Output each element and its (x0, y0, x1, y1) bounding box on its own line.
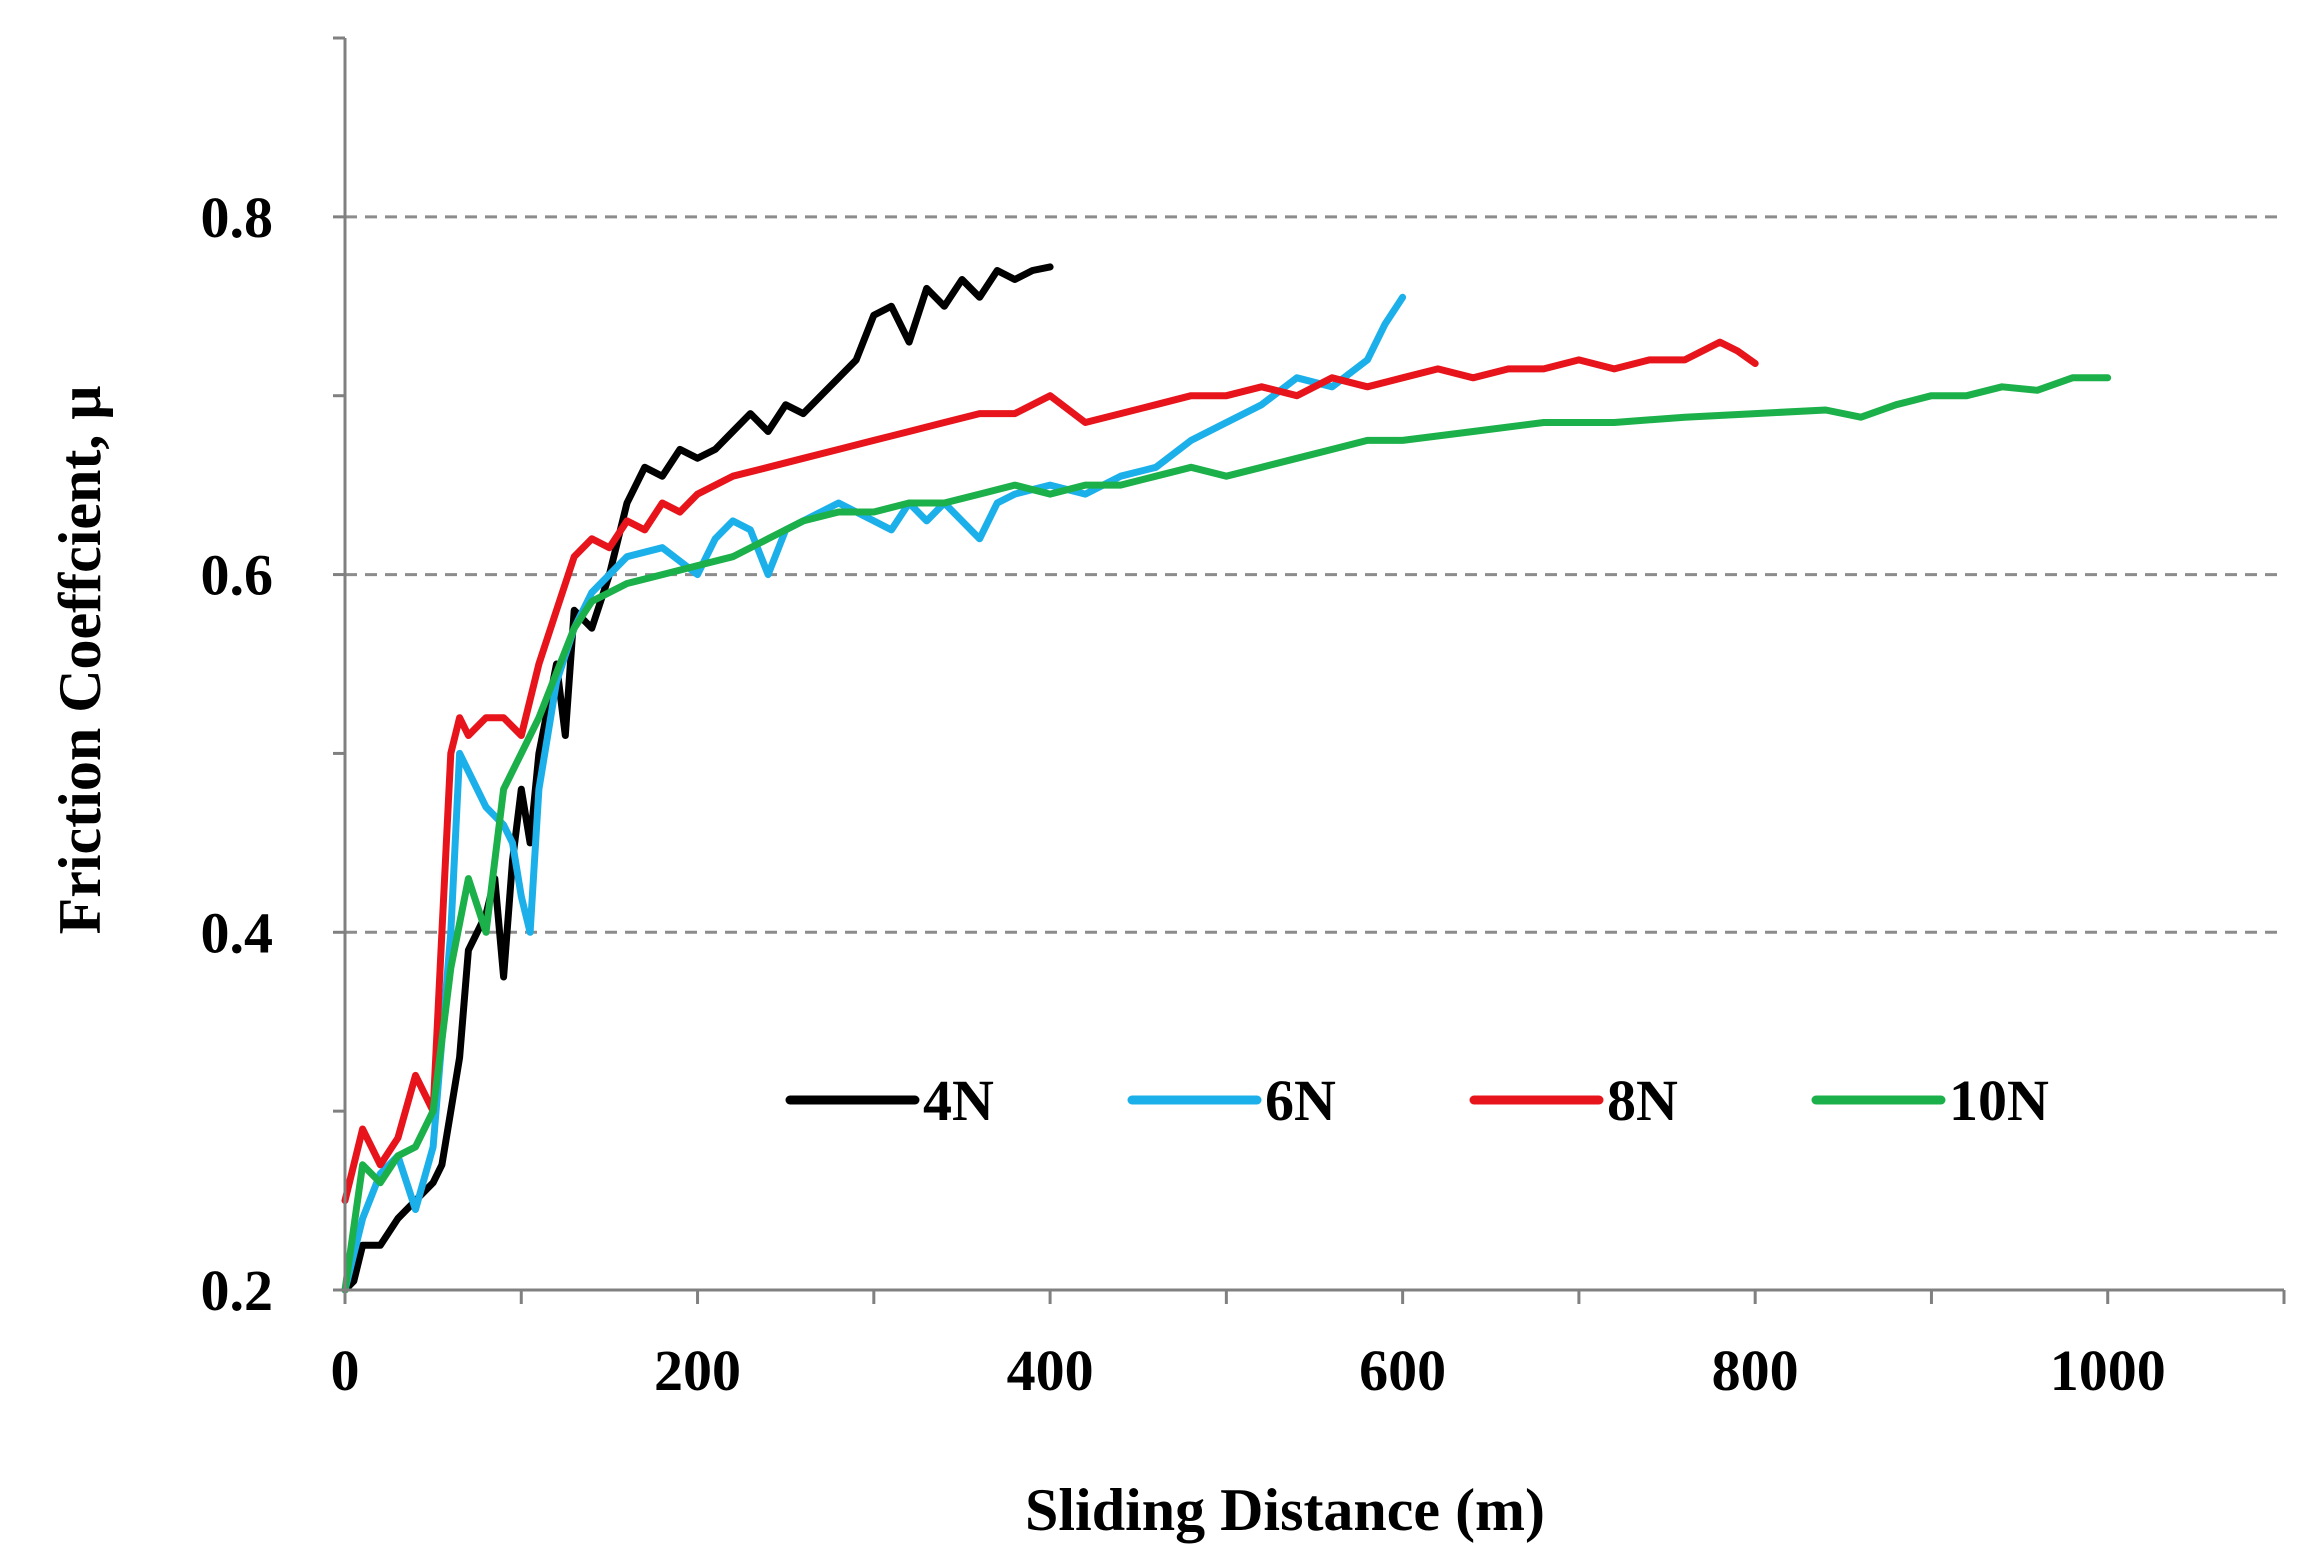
series-line-4n (341, 263, 1054, 1294)
series-line-8n (341, 338, 1759, 1205)
x-tick-label-1000: 1000 (2050, 1338, 2166, 1403)
series-line-6n (341, 293, 1407, 1294)
legend-label-10n: 10N (1949, 1068, 2049, 1133)
y-tick-label-0-4: 0.4 (201, 900, 274, 965)
y-axis-title: Friction Coeffcient, μ (47, 386, 113, 935)
axes (343, 38, 2284, 1292)
x-tick-label-200: 200 (654, 1338, 741, 1403)
x-tick-label-400: 400 (1007, 1338, 1094, 1403)
legend: 4N 6N 8N 10N (785, 1068, 2049, 1133)
ticks: 0 200 400 600 800 1000 0.2 0.4 0.6 0.8 (201, 36, 2286, 1403)
x-tick-label-0: 0 (331, 1338, 360, 1403)
y-tick-label-0-2: 0.2 (201, 1258, 274, 1323)
gridlines (345, 215, 2284, 934)
series-lines (341, 263, 2112, 1294)
legend-label-6n: 6N (1265, 1068, 1336, 1133)
series-line-10n (341, 374, 2112, 1294)
y-tick-label-0-6: 0.6 (201, 543, 274, 608)
x-tick-label-600: 600 (1359, 1338, 1446, 1403)
legend-label-8n: 8N (1607, 1068, 1678, 1133)
legend-label-4n: 4N (923, 1068, 994, 1133)
x-axis-title: Sliding Distance (m) (1025, 1477, 1545, 1543)
x-tick-label-800: 800 (1712, 1338, 1799, 1403)
y-tick-label-0-8: 0.8 (201, 185, 274, 250)
